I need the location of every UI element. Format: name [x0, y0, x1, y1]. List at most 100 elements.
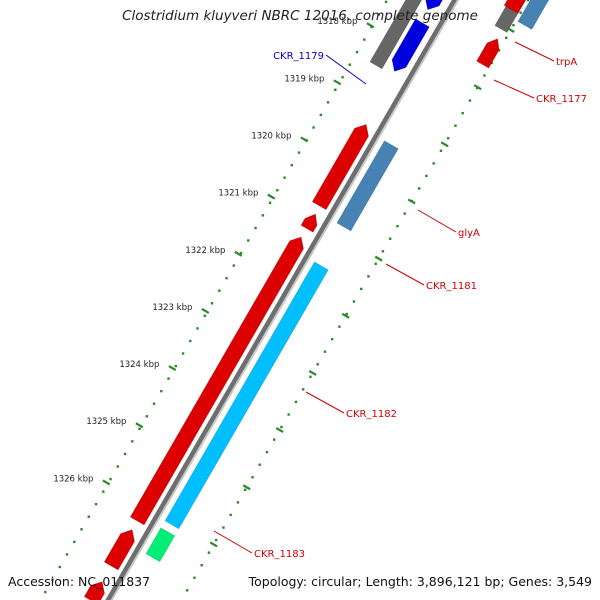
tick-dots: [44, 0, 530, 594]
tick-dot: [439, 149, 443, 153]
gene-label: CKR_1182: [346, 409, 397, 420]
label-leader-line: [213, 530, 253, 554]
tick-dot: [160, 389, 163, 393]
tick-dot: [363, 38, 366, 41]
gene-block-ckr1179: [391, 18, 430, 72]
tick-dot: [239, 251, 243, 255]
gene-block-forward: [83, 581, 105, 600]
gene-block-gray: [369, 0, 423, 70]
tick-dot: [334, 88, 337, 92]
tick-dot: [326, 101, 330, 104]
kbp-tick: [333, 79, 342, 86]
tick-dot: [210, 302, 214, 305]
kbp-tick: [242, 484, 251, 491]
kbp-tick: [341, 312, 350, 319]
tick-dot: [319, 113, 322, 117]
tick-dot: [468, 99, 472, 102]
tick-dot: [236, 501, 240, 504]
genome-backbone: [105, 0, 460, 600]
tick-dot: [367, 275, 370, 278]
tick-dot: [207, 551, 211, 554]
tick-dot: [461, 111, 464, 115]
kbp-tick-label: 1323 kbp: [152, 303, 192, 313]
tick-dot: [309, 375, 312, 379]
tick-dot: [374, 262, 377, 266]
tick-dot: [283, 176, 286, 179]
tick-dot: [497, 49, 501, 52]
tick-dot: [341, 76, 344, 79]
tick-dot: [258, 463, 261, 466]
tick-dot: [280, 425, 283, 429]
tick-dot: [490, 61, 493, 65]
tick-dot: [167, 377, 170, 380]
tick-dot: [102, 490, 105, 493]
tick-dot: [174, 364, 177, 368]
tick-dot: [323, 350, 327, 353]
tick-dot: [261, 214, 264, 217]
tick-dot: [483, 74, 486, 77]
gene-labels: trpA CKR_1177 CKR_1179 glyA CKR_1181 CKR_1182…: [213, 41, 587, 560]
tick-dot: [446, 137, 450, 140]
kbp-tick: [168, 365, 177, 372]
tick-dot: [425, 174, 428, 178]
tick-dot: [152, 402, 156, 405]
tick-dot: [181, 352, 185, 355]
map-title: Clostridium kluyveri NBRC 12016, complet…: [122, 8, 478, 24]
backbone-line: [105, 0, 458, 600]
kbp-tick-label: 1318 kbp: [317, 17, 357, 27]
tick-dot: [384, 0, 388, 4]
kbp-tick: [275, 427, 284, 434]
tick-dot: [338, 325, 341, 328]
kbp-tick: [440, 141, 449, 148]
tick-dot: [345, 312, 348, 316]
gene-block-trp-red: [503, 0, 527, 14]
backbone-highlight: [110, 0, 460, 600]
tick-dot: [265, 450, 269, 454]
gene-block-ckr1182: [129, 236, 304, 526]
tick-dot: [454, 124, 457, 127]
tick-dot: [229, 513, 232, 517]
gene-label: CKR_1183: [254, 549, 305, 560]
tick-dot: [247, 239, 250, 242]
tick-dot: [301, 388, 305, 391]
tick-dot: [222, 526, 225, 529]
tick-dot: [504, 36, 508, 39]
tick-dot: [243, 488, 247, 492]
tick-dot: [272, 438, 276, 441]
label-leader-line: [305, 391, 345, 414]
tick-dot: [73, 540, 76, 544]
tick-dot: [268, 201, 272, 205]
tick-dot: [225, 276, 228, 280]
kbp-tick: [102, 479, 111, 486]
gene-block-ckr1179b: [425, 0, 443, 11]
tick-dot: [138, 427, 141, 431]
kbp-tick: [407, 198, 416, 205]
tick-dot: [200, 563, 203, 567]
tick-dot: [432, 162, 435, 165]
gene-block-ckr1181: [300, 213, 318, 233]
tick-dot: [94, 502, 98, 506]
gene-block-glya: [311, 123, 369, 211]
tick-dot: [116, 465, 119, 468]
label-leader-line: [514, 41, 555, 62]
gene-label: trpA: [556, 57, 577, 68]
tick-dot: [185, 589, 189, 592]
gene-block-steel-blue: [336, 140, 399, 232]
tick-dot: [355, 50, 359, 54]
tick-dot: [193, 576, 196, 579]
tick-dot: [316, 363, 319, 366]
gene-label: CKR_1177: [536, 94, 587, 105]
gene-block-trpa: [517, 0, 550, 30]
tick-dot: [403, 212, 406, 215]
tick-dot: [87, 515, 90, 518]
kbp-tick: [135, 422, 144, 429]
tick-dot: [417, 187, 421, 190]
tick-dot: [44, 590, 47, 594]
tick-dot: [526, 0, 530, 2]
kbp-tick-label: 1320 kbp: [251, 131, 291, 141]
kbp-tick: [209, 541, 218, 548]
kbp-tick-label: 1326 kbp: [53, 474, 93, 484]
gene-label: glyA: [458, 228, 480, 239]
label-leader-line: [417, 209, 457, 233]
